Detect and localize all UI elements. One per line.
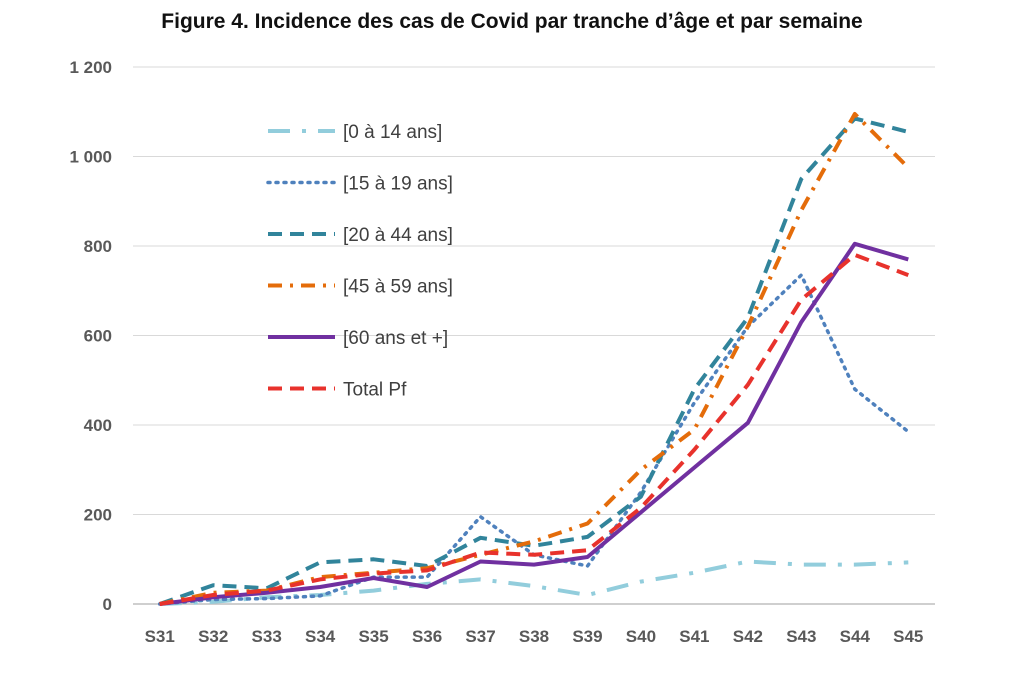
x-tick-label: S40 xyxy=(626,627,656,646)
x-axis-ticks: S31 S32 S33 S34 S35 S36 S37 S38 S39 S40 S41 S42 S43 S… xyxy=(145,627,924,646)
x-tick-label: S34 xyxy=(305,627,336,646)
x-tick-label: S41 xyxy=(679,627,709,646)
y-tick-label: 200 xyxy=(84,506,112,525)
series-line-2 xyxy=(159,116,909,606)
y-tick-label: 1 000 xyxy=(69,148,112,167)
x-tick-label: S31 xyxy=(145,627,175,646)
series-line-3 xyxy=(159,112,910,606)
series-line-4 xyxy=(159,241,909,606)
y-tick-label: 400 xyxy=(84,416,112,435)
x-tick-label: S42 xyxy=(733,627,763,646)
y-tick-label: 800 xyxy=(84,237,112,256)
legend-label: [15 à 19 ans] xyxy=(343,174,453,195)
legend-label: [45 à 59 ans] xyxy=(343,277,453,298)
x-tick-label: S43 xyxy=(786,627,816,646)
x-tick-label: S36 xyxy=(412,627,442,646)
chart-title: Figure 4. Incidence des cas de Covid par… xyxy=(161,10,863,33)
x-tick-label: S39 xyxy=(572,627,602,646)
legend-label: [0 à 14 ans] xyxy=(343,122,442,143)
series-lines xyxy=(157,112,911,606)
y-axis-ticks: 0 200 400 600 800 1 000 1 200 xyxy=(69,58,112,614)
legend-label: [60 ans et +] xyxy=(343,328,448,349)
legend: [0 à 14 ans] [15 à 19 ans] [20 à 44 ans] [4… xyxy=(266,122,453,401)
x-tick-label: S35 xyxy=(358,627,388,646)
y-tick-label: 1 200 xyxy=(69,58,112,77)
x-tick-label: S44 xyxy=(840,627,871,646)
x-tick-label: S38 xyxy=(519,627,549,646)
x-tick-label: S33 xyxy=(252,627,282,646)
x-tick-label: S45 xyxy=(893,627,923,646)
y-tick-label: 0 xyxy=(103,595,112,614)
y-tick-label: 600 xyxy=(84,327,112,346)
gridlines xyxy=(133,66,935,605)
series-line-5 xyxy=(159,252,910,606)
legend-label: Total Pf xyxy=(343,380,407,401)
x-tick-label: S37 xyxy=(465,627,495,646)
legend-label: [20 à 44 ans] xyxy=(343,225,453,246)
x-tick-label: S32 xyxy=(198,627,228,646)
